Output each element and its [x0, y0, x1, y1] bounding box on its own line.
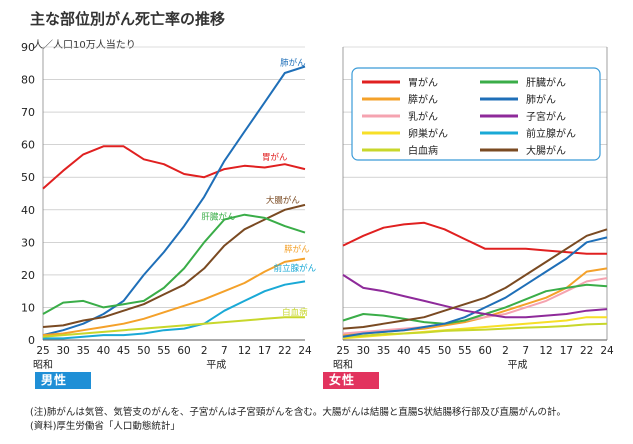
x-tick-label: 22 [278, 345, 291, 357]
x-tick-label: 50 [438, 345, 451, 357]
y-tick-label: 30 [21, 236, 35, 249]
y-tick-label: 90 [21, 41, 35, 54]
series-label-stomach: 胃がん [262, 152, 288, 163]
series-line-prostate [43, 280, 306, 340]
x-tick-label: 40 [397, 345, 410, 357]
x-tick-label: 17 [560, 345, 573, 357]
x-tick-label: 60 [177, 345, 190, 357]
legend-label-ovary: 卵巣がん [408, 127, 448, 140]
series-line-lung [42, 65, 306, 337]
legend-label-colorectal: 大腸がん [526, 144, 566, 157]
series-line-liver [342, 283, 608, 325]
y-tick-label: 10 [21, 301, 35, 314]
series-line-stomach [42, 145, 306, 190]
legend-label-stomach: 胃がん [408, 76, 438, 89]
x-tick-label: 30 [56, 345, 69, 357]
x-tick-label: 24 [600, 345, 614, 357]
legend-label-leukemia: 白血病 [408, 144, 438, 157]
legend-label-pancreas: 膵がん [408, 93, 438, 106]
x-tick-label: 35 [377, 345, 390, 357]
x-tick-label: 22 [580, 345, 593, 357]
series-label-pancreas: 膵がん [284, 244, 310, 255]
x-tick-label: 55 [458, 345, 471, 357]
x-tick-label: 12 [238, 345, 251, 357]
y-tick-label: 70 [21, 106, 35, 119]
series-line-breast [342, 277, 608, 335]
y-tick-label: 20 [21, 269, 35, 282]
series-line-leukemia [42, 316, 305, 338]
series-label-colorectal: 大腸がん [266, 195, 301, 206]
y-tick-label: 40 [21, 204, 35, 217]
era-label-heisei: 平成 [206, 359, 226, 371]
series-line-colorectal [342, 228, 608, 330]
male-badge: 男性 [35, 372, 91, 389]
series-label-lung: 肺がん [280, 57, 306, 68]
x-tick-label: 12 [539, 345, 552, 357]
x-tick-label: 35 [77, 345, 90, 357]
series-label-leukemia: 白血病 [282, 307, 308, 318]
series-line-uterus [342, 274, 608, 319]
source-note: (資料)厚生労働省「人口動態統計」 [30, 421, 180, 432]
x-tick-label: 2 [502, 345, 509, 357]
series-line-liver [42, 213, 306, 315]
x-tick-label: 45 [418, 345, 431, 357]
legend-label-breast: 乳がん [408, 110, 438, 123]
footnote: (注)肺がんは気管、気管支のがんを、子宮がんは子宮頸がんを含む。大腸がんは結腸と… [30, 407, 566, 418]
x-tick-label: 30 [357, 345, 370, 357]
y-tick-label: 80 [21, 74, 35, 87]
x-tick-label: 7 [221, 345, 228, 357]
series-line-leukemia [342, 322, 608, 338]
x-tick-label: 60 [478, 345, 491, 357]
x-tick-label: 7 [522, 345, 529, 357]
chart-title: 主な部位別がん死亡率の推移 [30, 10, 226, 28]
y-unit-label: 人／人口10万人当たり [33, 40, 136, 51]
x-tick-label: 50 [137, 345, 150, 357]
legend-label-liver: 肝臓がん [526, 76, 566, 89]
series-line-pancreas [42, 257, 306, 337]
legend-label-lung: 肺がん [526, 93, 556, 106]
x-tick-label: 25 [36, 345, 49, 357]
female-badge: 女性 [323, 372, 379, 389]
x-tick-label: 55 [157, 345, 170, 357]
y-tick-label: 50 [21, 171, 35, 184]
x-tick-label: 25 [336, 345, 349, 357]
series-label-liver: 肝臓がん [201, 211, 236, 222]
legend-label-prostate: 前立腺がん [526, 127, 576, 140]
series-label-prostate: 前立腺がん [274, 263, 317, 274]
x-tick-label: 45 [117, 345, 130, 357]
x-tick-label: 2 [201, 345, 208, 357]
era-label-showa: 昭和 [333, 359, 353, 371]
legend-label-uterus: 子宮がん [526, 110, 566, 123]
era-label-heisei: 平成 [507, 359, 527, 371]
x-tick-label: 17 [258, 345, 271, 357]
series-line-colorectal [42, 203, 306, 328]
era-label-showa: 昭和 [33, 359, 53, 371]
y-tick-label: 0 [28, 334, 35, 347]
x-tick-label: 24 [298, 345, 312, 357]
y-tick-label: 60 [21, 139, 35, 152]
x-tick-label: 40 [97, 345, 110, 357]
legend-box [351, 67, 601, 161]
